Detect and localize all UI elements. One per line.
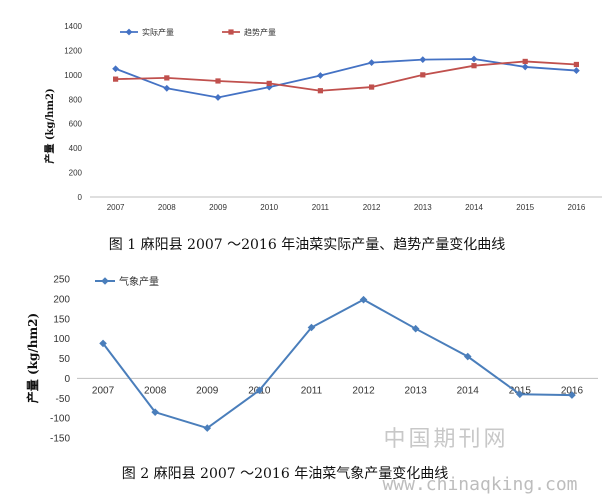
chart-2-series-line-1 (102, 298, 572, 430)
chart-1-legend-marker-2 (228, 29, 234, 35)
chart-2-series-1-point (203, 424, 212, 432)
chart-1-y-axis-label: 产量 (kg/hm2) (43, 88, 56, 163)
chart-2-y-tick-label: 50 (59, 354, 71, 365)
chart-1-legend-label-2: 趋势产量 (244, 27, 276, 37)
chart-1-series-2-point (369, 84, 375, 90)
chart-2-x-tick-label: 2007 (92, 385, 115, 396)
chart-2-y-tick-label: -150 (50, 434, 70, 445)
watermark-cn: 中国期刊网 (383, 427, 508, 452)
chart-1-series-1-point (470, 55, 478, 63)
chart-1-y-tick-label: 1000 (64, 71, 82, 80)
chart-1-ticks: 0 200 400 600 800 1000 1200 1400 2007 2008 2009 201… (64, 22, 586, 212)
chart-2-y-tick-label: 250 (53, 275, 70, 286)
chart-1-series-1-point (214, 94, 222, 101)
chart-1-legend-marker-1 (125, 28, 133, 36)
chart-2-ticks: -150 -100 -50 0 50 100 150 200 250 2007 2008 2009 20… (50, 275, 584, 445)
chart-2-series-1-point (411, 324, 420, 333)
chart-1-x-tick-label: 2012 (363, 203, 381, 212)
chart-2-y-tick-label: 0 (64, 374, 70, 385)
chart-1-series-1-point (317, 72, 324, 79)
chart-2-y-axis-label: 产量 (kg/hm2) (25, 313, 40, 403)
chart-1-x-tick-label: 2013 (414, 203, 432, 212)
chart-1-x-tick-label: 2009 (209, 203, 227, 212)
chart-2-series-1-point (568, 391, 576, 399)
chart-2-x-tick-label: 2013 (405, 385, 428, 396)
chart-2-legend-marker-1 (101, 277, 109, 285)
chart-1-legend-label-1: 实际产量 (142, 27, 174, 37)
chart-1-x-tick-label: 2015 (516, 203, 534, 212)
chart-2-y-tick-label: -100 (50, 414, 70, 425)
chart-1-series-2-point (164, 75, 170, 81)
chart-1-series-line-2 (115, 60, 577, 92)
chart-1-x-tick-label: 2011 (312, 203, 330, 212)
chart-2-series-1-point (359, 295, 368, 304)
chart-1-caption: 图 1 麻阳县 2007 ～2016 年油菜实际产量、趋势产量变化曲线 (109, 237, 505, 253)
chart-1-series-2-point (522, 58, 528, 65)
chart-1-x-tick-label: 2016 (568, 203, 586, 212)
chart-1-legend: 实际产量 趋势产量 (120, 27, 276, 37)
chart-2-series-1-point (151, 408, 159, 416)
chart-2-y-tick-label: 150 (53, 314, 70, 325)
chart-1-series-1-point (573, 67, 580, 74)
chart-1-y-tick-label: 200 (69, 169, 83, 178)
chart-2-x-tick-label: 2009 (196, 385, 219, 396)
chart-2-x-tick-label: 2016 (561, 385, 584, 396)
chart-1-series-1-point (368, 59, 375, 67)
chart-1-y-tick-label: 1200 (64, 46, 82, 55)
chart-1-series-2-point (215, 78, 221, 84)
chart-1-series-2-point (471, 63, 477, 69)
chart-2-y-tick-label: 100 (53, 334, 70, 345)
chart-1-series-1-point (419, 56, 427, 63)
chart-1-y-tick-label: 800 (69, 95, 83, 104)
chart-1-series-1-point (163, 84, 171, 92)
chart-2: -150 -100 -50 0 50 100 150 200 250 2007 2008 2009 20… (25, 275, 598, 482)
chart-1-x-tick-label: 2014 (465, 203, 483, 212)
chart-2-x-tick-label: 2014 (457, 385, 480, 396)
chart-1-x-tick-label: 2010 (260, 203, 278, 212)
chart-1-series (112, 55, 580, 101)
chart-1-series-2-point (266, 80, 272, 87)
chart-1-series-2-point (420, 72, 426, 78)
chart-2-series-1-point (307, 323, 316, 332)
chart-2-x-tick-label: 2011 (301, 385, 323, 396)
chart-1-series-1-point (112, 65, 119, 73)
chart-1-series-1-point (521, 63, 529, 71)
chart-2-x-tick-label: 2008 (144, 385, 167, 396)
chart-1-x-tick-label: 2008 (158, 203, 176, 212)
chart-2-x-tick-label: 2012 (352, 385, 375, 396)
chart-2-series-1-point (99, 339, 107, 348)
chart-1-y-tick-label: 600 (69, 120, 83, 129)
chart-2-series-1-point (463, 352, 472, 361)
chart-2-series (99, 295, 576, 432)
chart-2-caption: 图 2 麻阳县 2007 ～2016 年油菜气象产量变化曲线 (122, 466, 448, 482)
chart-1-y-tick-label: 1400 (64, 22, 82, 31)
chart-2-y-tick-label: 200 (53, 294, 70, 305)
chart-1-series-2-point (113, 76, 119, 82)
chart-1-y-tick-label: 0 (78, 193, 83, 202)
watermark-url: www.chinaqking.com (382, 474, 577, 495)
chart-2-legend: 气象产量 (95, 275, 159, 288)
chart-1-y-tick-label: 400 (69, 144, 83, 153)
chart-2-series-1-point (516, 390, 524, 399)
chart-1-x-tick-label: 2007 (107, 203, 125, 212)
chart-2-legend-label-1: 气象产量 (119, 275, 159, 288)
chart-1-series-2-point (317, 88, 323, 94)
chart-1: 0 200 400 600 800 1000 1200 1400 2007 2008 2009 201… (43, 22, 602, 253)
chart-2-series-1-point (255, 386, 264, 395)
chart-2-y-tick-label: -50 (56, 394, 71, 405)
chart-1-series-2-point (573, 61, 579, 68)
